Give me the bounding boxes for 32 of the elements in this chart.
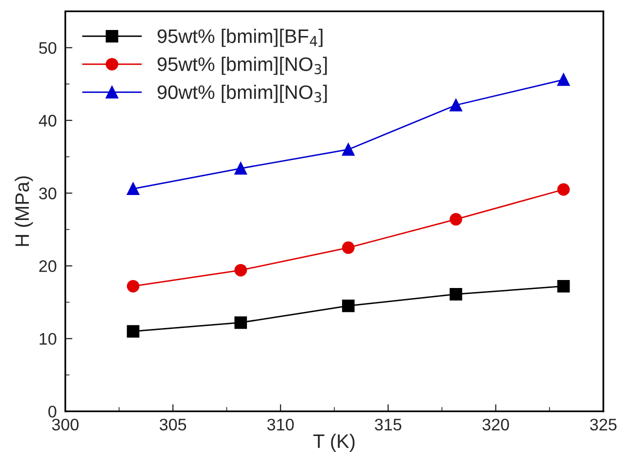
point	[234, 316, 247, 329]
point	[342, 300, 355, 312]
point	[126, 280, 140, 292]
x-axis-title: T (K)	[313, 434, 355, 452]
y-tick-label: 10	[40, 332, 56, 345]
y-tick-label: 30	[39, 188, 56, 200]
x-tick-label: 320	[482, 418, 509, 431]
point	[450, 98, 462, 112]
point	[557, 280, 570, 292]
y-tick-label: 20	[39, 260, 56, 272]
point	[557, 183, 570, 196]
point	[234, 264, 247, 276]
legend-label: 95wt% [bmim][BF$_{4}$]	[158, 28, 322, 47]
point	[450, 288, 462, 300]
y-tick-label: 50	[39, 42, 56, 54]
x-tick-label: 305	[160, 418, 186, 431]
legend-label: 90wt% [bmim][NO$_{3}$]	[158, 84, 327, 103]
point	[126, 182, 140, 196]
x-tick-label: 325	[590, 418, 617, 431]
y-axis-title: H (MPa)	[14, 176, 33, 246]
x-tick-label: 315	[374, 418, 402, 431]
x-tick-label: 310	[267, 418, 294, 431]
y-tick-label: 40	[38, 114, 56, 127]
point	[342, 143, 355, 156]
point	[126, 325, 140, 338]
x-tick-label: 300	[52, 418, 79, 431]
legend-label: 95wt% [bmim][NO$_{3}$]	[158, 56, 327, 75]
point	[557, 73, 570, 86]
point	[234, 162, 247, 175]
point	[450, 213, 462, 226]
y-tick-label: 0	[48, 406, 56, 418]
point	[342, 241, 355, 254]
